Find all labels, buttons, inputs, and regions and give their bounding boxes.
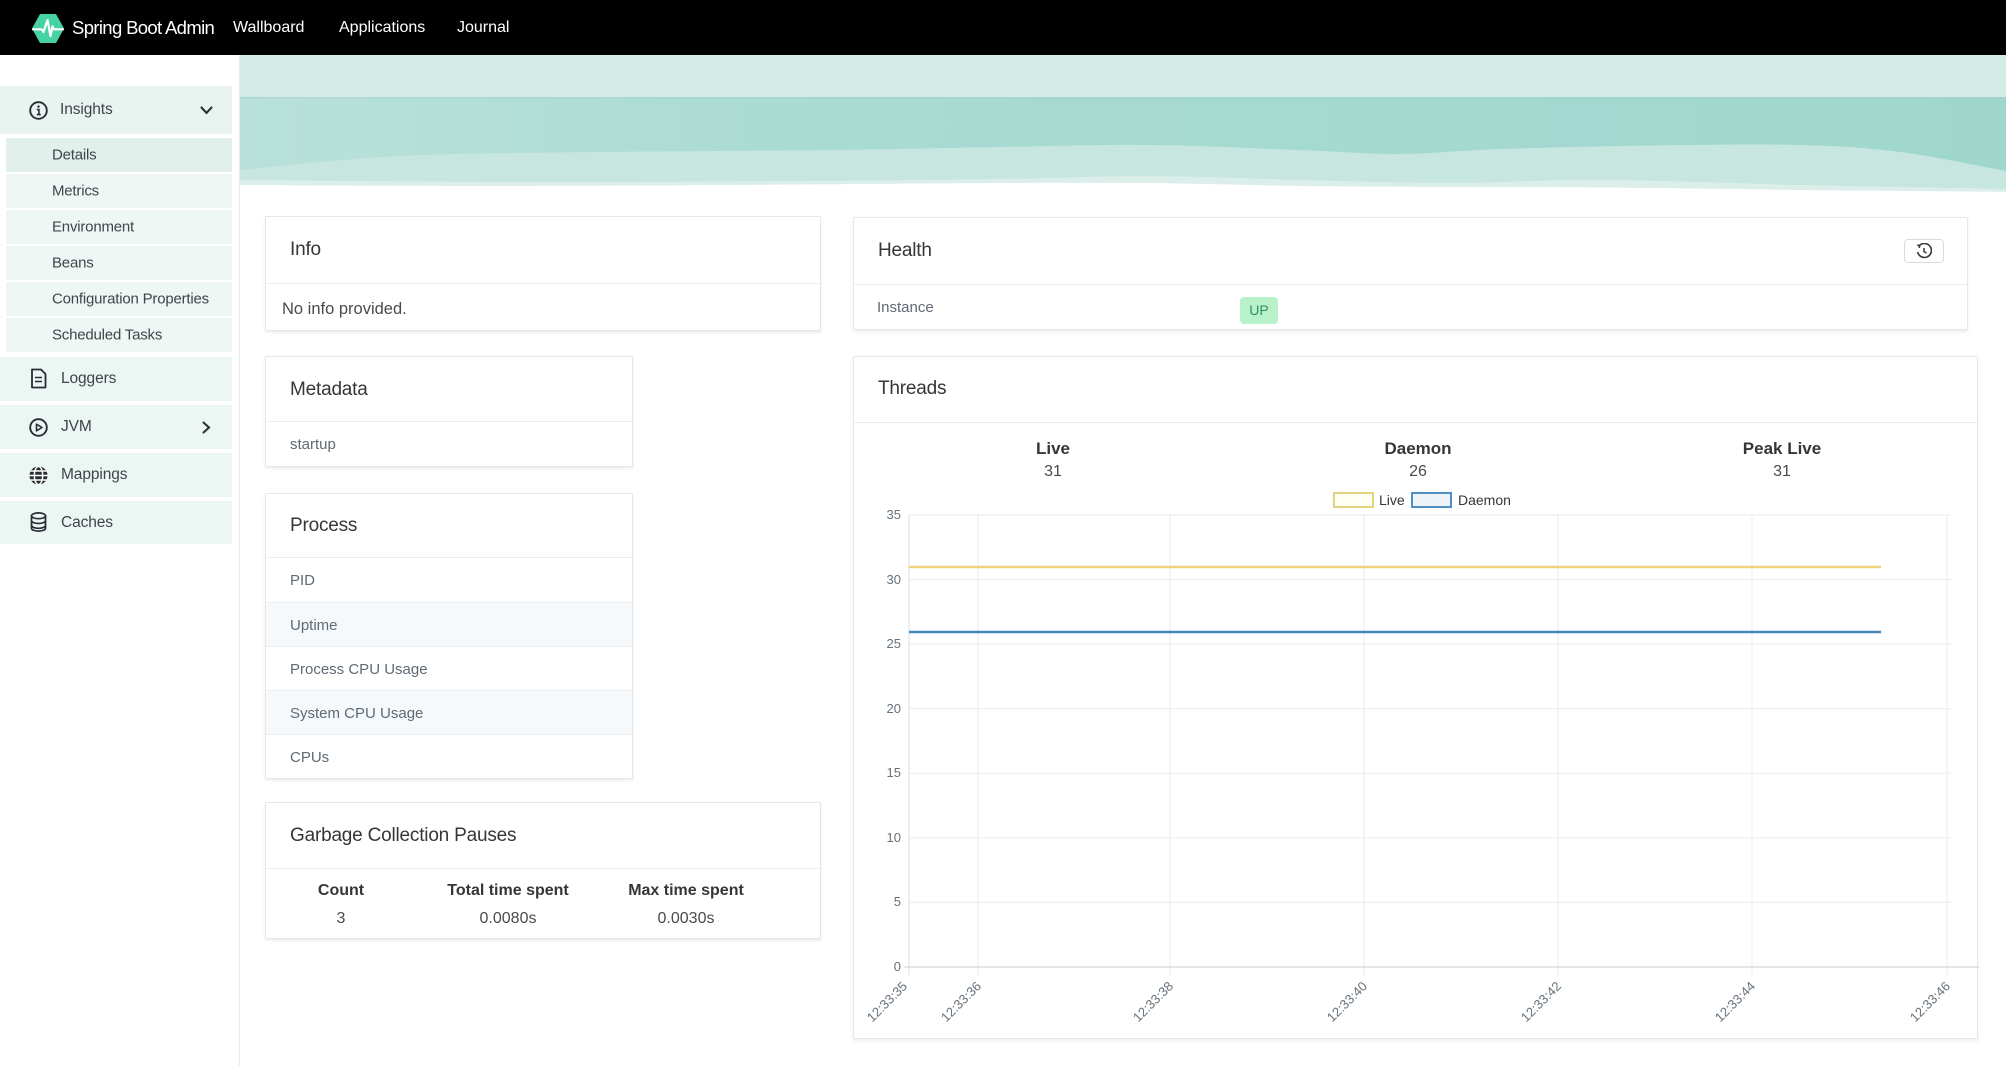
svg-text:35: 35 (887, 507, 901, 522)
svg-text:12:33:35: 12:33:35 (864, 979, 910, 1025)
svg-text:12:33:36: 12:33:36 (938, 979, 984, 1025)
svg-text:10: 10 (887, 830, 901, 845)
svg-text:12:33:38: 12:33:38 (1130, 979, 1176, 1025)
svg-text:15: 15 (887, 765, 901, 780)
svg-text:25: 25 (887, 636, 901, 651)
svg-text:12:33:46: 12:33:46 (1907, 979, 1953, 1025)
svg-text:12:33:44: 12:33:44 (1712, 979, 1758, 1025)
svg-text:20: 20 (887, 701, 901, 716)
svg-text:5: 5 (894, 894, 901, 909)
svg-text:30: 30 (887, 572, 901, 587)
svg-text:0: 0 (894, 959, 901, 974)
svg-text:12:33:42: 12:33:42 (1518, 979, 1564, 1025)
svg-text:12:33:40: 12:33:40 (1324, 979, 1370, 1025)
